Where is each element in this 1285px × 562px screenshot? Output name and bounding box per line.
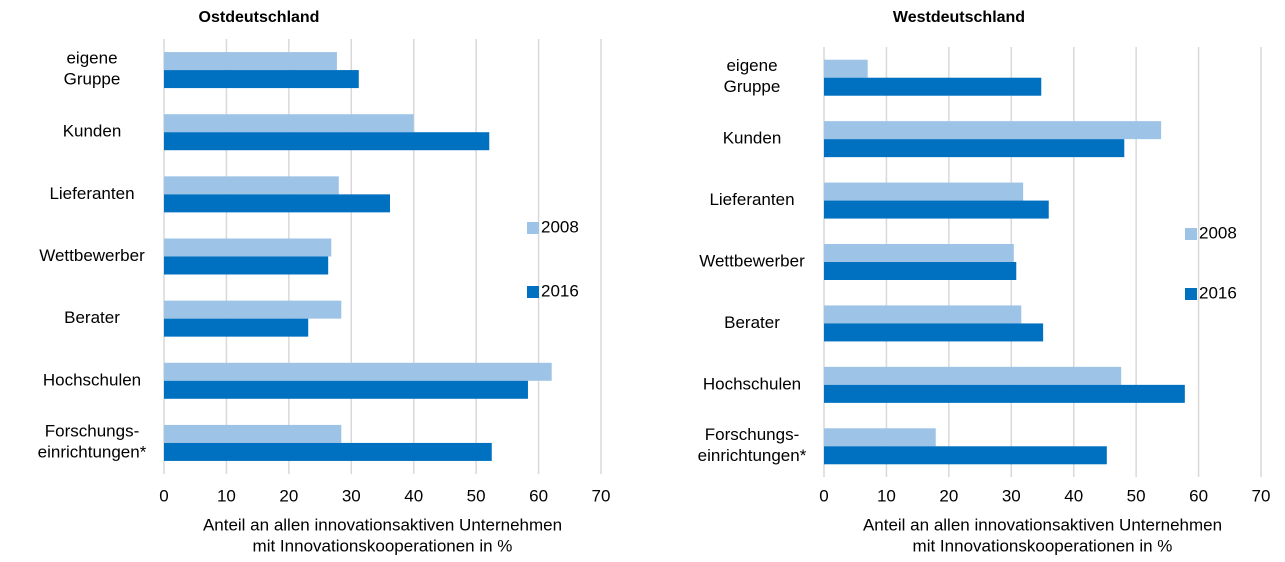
- bar: [164, 52, 337, 71]
- y-tick-label: Forschungs-einrichtungen*: [698, 425, 807, 465]
- bar: [164, 70, 359, 89]
- y-tick-label: Berater: [724, 313, 780, 332]
- bar: [824, 200, 1049, 219]
- x-tick-label: 20: [939, 486, 958, 505]
- bar: [824, 262, 1017, 280]
- x-axis-label: Anteil an allen innovationsaktiven Unter…: [863, 516, 1222, 556]
- y-tick-label: Wettbewerber: [39, 246, 145, 265]
- legend-label: 2008: [1199, 223, 1237, 242]
- legend-swatch: [1185, 288, 1197, 300]
- legend-swatch: [527, 286, 539, 298]
- bar: [824, 384, 1185, 403]
- bar: [164, 194, 390, 213]
- bar: [824, 182, 1024, 201]
- bar: [164, 132, 490, 151]
- bar: [164, 256, 329, 275]
- x-tick-label: 0: [819, 486, 828, 505]
- y-tick-label: Wettbewerber: [699, 251, 805, 270]
- bar: [164, 424, 342, 443]
- y-tick-label: Lieferanten: [709, 190, 794, 209]
- bar: [164, 238, 332, 257]
- x-tick-label: 60: [529, 486, 548, 505]
- bar: [164, 362, 552, 381]
- bar: [164, 300, 342, 319]
- bar: [824, 139, 1125, 158]
- bar: [824, 121, 1162, 140]
- bar: [164, 442, 492, 461]
- legend-swatch: [1185, 228, 1197, 240]
- x-tick-label: 60: [1189, 486, 1208, 505]
- x-tick-label: 20: [279, 486, 298, 505]
- x-tick-label: 10: [217, 486, 236, 505]
- x-tick-label: 70: [1252, 486, 1271, 505]
- x-tick-label: 40: [1064, 486, 1083, 505]
- bar: [824, 305, 1022, 324]
- x-tick-label: 30: [1002, 486, 1021, 505]
- legend-label: 2016: [1199, 283, 1237, 302]
- y-tick-label: Berater: [64, 308, 120, 327]
- legend-label: 2008: [541, 217, 579, 236]
- x-axis-label: Anteil an allen innovationsaktiven Unter…: [203, 516, 562, 556]
- y-tick-label: eigene Gruppe: [724, 57, 781, 97]
- x-tick-label: 50: [1127, 486, 1146, 505]
- y-tick-label: Forschungs-einrichtungen*: [38, 422, 147, 462]
- y-tick-label: Lieferanten: [49, 184, 134, 203]
- x-tick-label: 50: [467, 486, 486, 505]
- legend-swatch: [527, 222, 539, 234]
- y-tick-label: eigene Gruppe: [64, 49, 121, 89]
- y-tick-label: Hochschulen: [43, 370, 141, 389]
- bar: [164, 176, 339, 195]
- chart-title: Westdeutschland: [893, 9, 1025, 26]
- bar: [824, 446, 1107, 465]
- y-tick-label: Kunden: [723, 129, 782, 148]
- bar: [824, 323, 1044, 342]
- y-tick-label: Kunden: [63, 122, 122, 141]
- y-tick-label: Hochschulen: [703, 374, 801, 393]
- bar: [824, 77, 1042, 96]
- bar: [164, 380, 528, 399]
- x-tick-label: 0: [159, 486, 168, 505]
- bar: [824, 59, 868, 78]
- bar: [824, 244, 1014, 262]
- bar: [824, 366, 1122, 385]
- legend-label: 2016: [541, 281, 579, 300]
- bar: [164, 318, 309, 337]
- x-tick-label: 10: [877, 486, 896, 505]
- chart-title: Ostdeutschland: [199, 9, 320, 26]
- bar: [164, 114, 414, 133]
- bar: [824, 428, 936, 447]
- x-tick-label: 30: [342, 486, 361, 505]
- x-tick-label: 70: [592, 486, 611, 505]
- x-tick-label: 40: [404, 486, 423, 505]
